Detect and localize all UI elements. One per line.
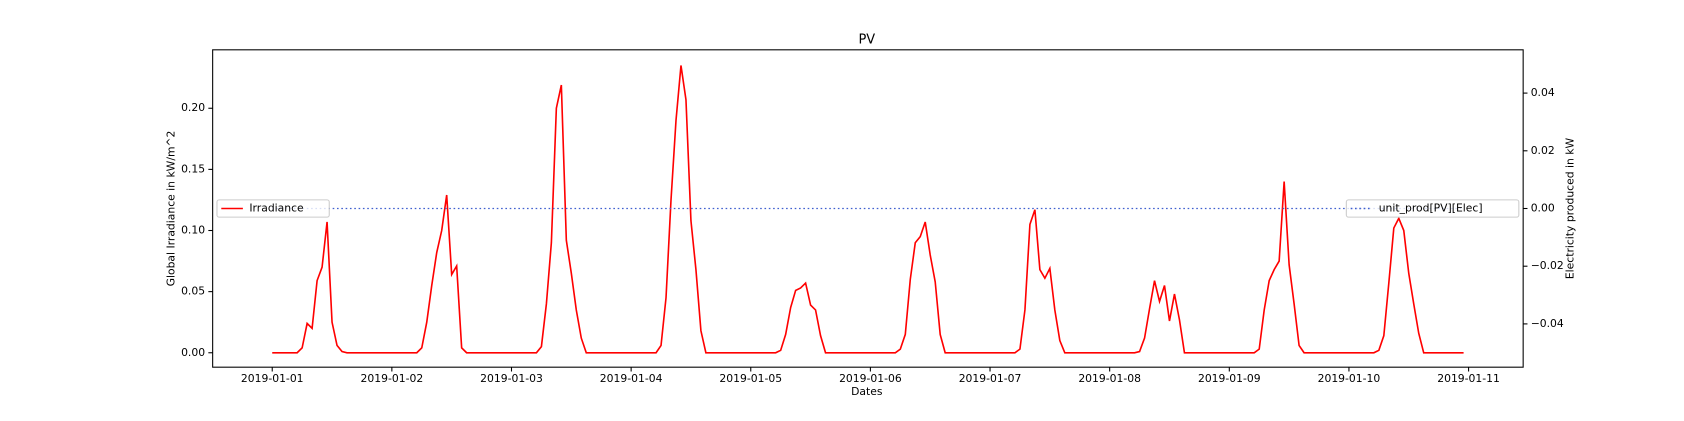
y2-tick-label: 0.02: [1531, 144, 1555, 157]
x-tick-label: 2019-01-07: [959, 372, 1022, 385]
y-axis-label: Global Irradiance in kW/m^2: [165, 131, 178, 287]
x-tick-label: 2019-01-09: [1198, 372, 1261, 385]
x-axis-label: Dates: [851, 385, 883, 398]
x-tick-label: 2019-01-01: [241, 372, 304, 385]
legend-box: [216, 199, 330, 218]
y-tick-label: 0.00: [181, 346, 205, 359]
x-tick-label: 2019-01-11: [1437, 372, 1500, 385]
y2-tick-label: 0.00: [1531, 202, 1555, 215]
y2-tick-label: 0.04: [1531, 86, 1555, 99]
y2-tick-label: −0.02: [1531, 259, 1564, 272]
legend-box: [1345, 199, 1520, 218]
y2-tick-label: −0.04: [1531, 317, 1564, 330]
chart-title: PV: [859, 33, 876, 48]
x-tick-label: 2019-01-04: [600, 372, 663, 385]
legend-label: Irradiance: [249, 202, 304, 215]
y-tick-label: 0.20: [181, 101, 205, 114]
x-tick-label: 2019-01-05: [719, 372, 782, 385]
x-tick-label: 2019-01-03: [480, 372, 543, 385]
y-tick-label: 0.15: [181, 162, 205, 175]
y-tick-label: 0.05: [181, 285, 205, 298]
x-tick-label: 2019-01-08: [1078, 372, 1141, 385]
x-tick-label: 2019-01-06: [839, 372, 902, 385]
y-tick-label: 0.10: [181, 224, 205, 237]
series-line: [272, 65, 1464, 354]
y2-axis-label: Electricity produced in kW: [1564, 138, 1577, 280]
x-tick-label: 2019-01-02: [361, 372, 424, 385]
x-tick-label: 2019-01-10: [1318, 372, 1381, 385]
plot-frame: [212, 49, 1524, 368]
legend-label: unit_prod[PV][Elec]: [1379, 202, 1483, 215]
